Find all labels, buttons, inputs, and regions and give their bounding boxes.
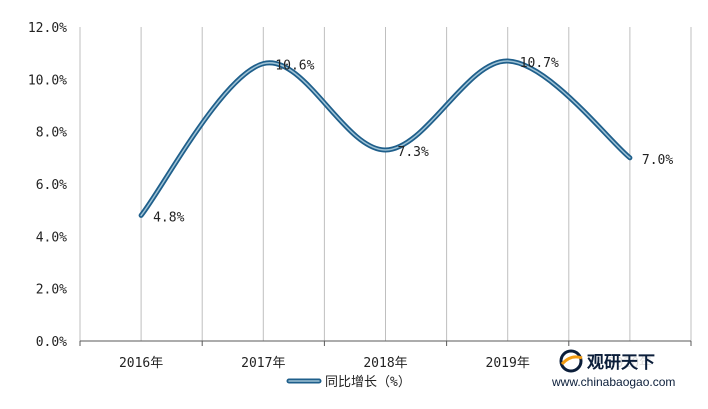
y-tick-label: 4.0% [36, 230, 67, 245]
y-tick-label: 10.0% [28, 73, 67, 88]
x-tick-label: 2017年 [241, 356, 285, 371]
y-tick-label: 12.0% [28, 21, 67, 36]
watermark-brand: 观研天下 [586, 353, 655, 373]
series [138, 58, 633, 218]
legend: 同比增长（%） [286, 375, 411, 390]
x-tick-label: 2019年 [486, 356, 530, 371]
legend-label: 同比增长（%） [325, 375, 411, 390]
grid-lines [79, 27, 692, 341]
y-axis-ticks: 0.0% 2.0% 4.0% 6.0% 8.0% 10.0% 12.0% [28, 21, 67, 350]
axes [79, 340, 692, 346]
y-tick-label: 0.0% [36, 335, 67, 350]
watermark: 观研天下 www.chinabaogao.com [548, 346, 704, 389]
y-tick-label: 6.0% [36, 178, 67, 193]
watermark-url: www.chinabaogao.com [551, 375, 675, 389]
x-tick-label: 2018年 [363, 356, 407, 371]
data-label: 10.6% [275, 59, 314, 74]
data-label: 10.7% [520, 56, 559, 71]
series-line-highlight [140, 60, 631, 217]
data-labels: 4.8% 10.6% 7.3% 10.7% 7.0% [153, 56, 673, 225]
data-label: 4.8% [153, 210, 184, 225]
data-label: 7.0% [642, 153, 673, 168]
y-tick-label: 8.0% [36, 126, 67, 141]
data-label: 7.3% [398, 145, 429, 160]
x-tick-label: 2016年 [119, 356, 163, 371]
watermark-logo-icon [559, 349, 583, 373]
y-tick-label: 2.0% [36, 283, 67, 298]
